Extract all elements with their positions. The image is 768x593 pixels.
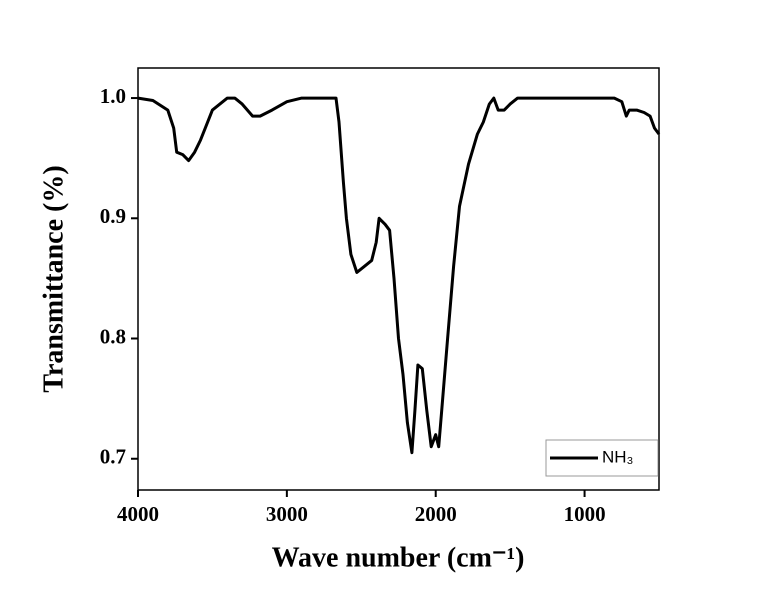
plot-frame [137, 67, 660, 491]
y-tick-label: 0.9 [100, 204, 126, 228]
x-tick-label: 2000 [415, 502, 457, 526]
x-tick-label: 4000 [117, 502, 159, 526]
y-axis-label: Transmittance (%) [38, 165, 69, 392]
spectrum-line [137, 96, 661, 455]
x-axis-label: Wave number (cm⁻¹) [272, 542, 525, 573]
x-tick-label: 1000 [564, 502, 606, 526]
legend-label: NH₃ [602, 447, 633, 466]
x-tick-label: 3000 [266, 502, 308, 526]
y-tick-label: 1.0 [100, 84, 126, 108]
y-tick-label: 0.7 [100, 445, 126, 469]
y-tick-label: 0.8 [100, 324, 126, 348]
